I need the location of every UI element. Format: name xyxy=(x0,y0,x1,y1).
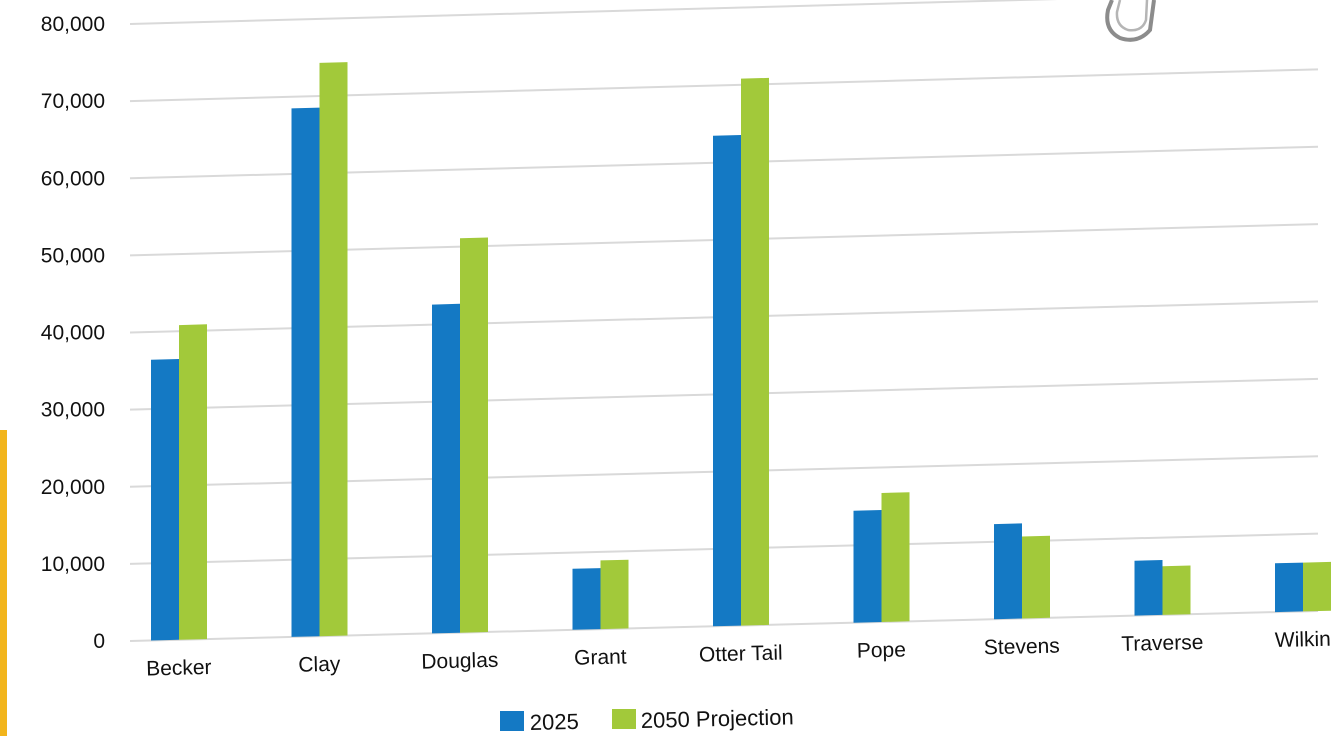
x-tick-label: Traverse xyxy=(1121,631,1204,656)
x-tick-label: Pope xyxy=(857,638,907,662)
y-tick-label: 60,000 xyxy=(41,167,105,190)
x-tick-label: Otter Tail xyxy=(699,642,783,667)
bar-2050-grant xyxy=(600,559,629,630)
bar-2050-pope xyxy=(881,492,910,622)
x-tick-label: Wilkin xyxy=(1275,628,1332,652)
bar-2050-traverse xyxy=(1162,565,1191,615)
bar-2025-traverse xyxy=(1134,560,1163,616)
bar-2050-otter-tail xyxy=(741,77,769,626)
gridline xyxy=(129,0,1059,25)
y-tick-label: 0 xyxy=(93,630,105,653)
edge-decoration xyxy=(0,430,7,736)
y-axis: 0 10,000 20,000 30,000 40,000 50,000 60,000 70,… xyxy=(41,13,105,653)
y-tick-label: 20,000 xyxy=(41,476,105,499)
paperclip-icon xyxy=(1105,0,1156,42)
x-tick-label: Becker xyxy=(146,656,212,681)
y-tick-label: 10,000 xyxy=(41,553,105,576)
bar-2025-wilkin xyxy=(1275,562,1303,613)
legend: 2025 2050 Projection xyxy=(500,704,794,735)
y-tick-label: 50,000 xyxy=(41,244,105,267)
legend-swatch xyxy=(500,711,524,731)
bar-2050-wilkin xyxy=(1303,561,1331,612)
gridline xyxy=(129,68,1319,103)
bars xyxy=(151,62,1331,641)
legend-label: 2025 xyxy=(530,709,580,735)
bar-2050-becker xyxy=(179,324,207,640)
bar-2050-stevens xyxy=(1022,535,1050,619)
bar-2025-pope xyxy=(853,510,882,623)
bar-2025-grant xyxy=(572,568,601,630)
bar-2025-douglas xyxy=(432,303,460,634)
y-tick-label: 80,000 xyxy=(41,13,105,36)
bar-2025-otter-tail xyxy=(713,135,741,627)
bar-2025-stevens xyxy=(994,523,1022,620)
bar-2050-clay xyxy=(319,62,348,637)
x-axis: Becker Clay Douglas Grant Otter Tail Pope Stev… xyxy=(146,628,1331,681)
bar-2050-douglas xyxy=(460,237,488,633)
legend-swatch xyxy=(612,709,636,729)
legend-label: 2050 Projection xyxy=(641,704,794,733)
x-tick-label: Clay xyxy=(298,653,341,677)
x-tick-label: Grant xyxy=(574,645,627,669)
y-tick-label: 40,000 xyxy=(41,322,105,345)
y-tick-label: 70,000 xyxy=(41,90,105,113)
x-tick-label: Stevens xyxy=(984,635,1060,660)
bar-2025-clay xyxy=(291,107,320,637)
x-tick-label: Douglas xyxy=(421,649,499,674)
bar-2025-becker xyxy=(151,359,179,641)
y-tick-label: 30,000 xyxy=(41,399,105,422)
